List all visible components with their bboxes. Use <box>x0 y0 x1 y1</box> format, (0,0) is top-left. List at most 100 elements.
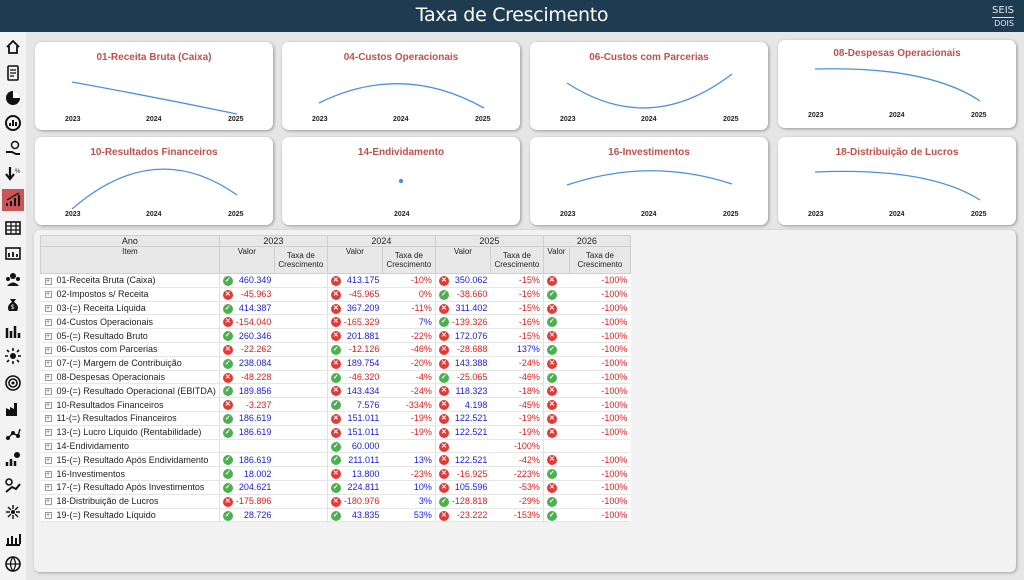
expand-row-icon[interactable]: + <box>44 484 52 492</box>
sidebar-item-network-chart[interactable] <box>2 423 24 445</box>
sidebar-item-home[interactable] <box>2 36 24 58</box>
value-text: 186.619 <box>238 413 272 424</box>
table-row[interactable]: +04-Custos Operacionais ✕ -154.040 ✕ -165.32… <box>40 314 631 330</box>
expand-row-icon[interactable]: + <box>44 277 52 285</box>
year-label: 2023 <box>808 112 824 119</box>
sparkline-card[interactable]: 18-Distribuição de Lucros 2023 2024 2025 <box>778 137 1016 225</box>
year-label: 2024 <box>146 116 162 123</box>
table-row[interactable]: +18-Distribuição de Lucros ✕ -175.896 ✕ -180… <box>40 494 631 509</box>
sidebar-item-factory[interactable] <box>2 398 24 420</box>
value-cell: ✕ 105.596 <box>434 480 491 495</box>
table-row[interactable]: +15-(=) Resultado Após Endividamento ✓ 186… <box>40 452 631 468</box>
value-cell: ✓ -46.320 <box>326 370 383 385</box>
table-row[interactable]: +07-(=) Margem de Contribuição ✓ 238.084 ✕ 1… <box>40 356 631 371</box>
growth-rate-cell: -23% <box>382 466 436 481</box>
expand-row-icon[interactable]: + <box>44 305 52 313</box>
growth-rate-cell: -100% <box>569 411 631 426</box>
table-row[interactable]: +13-(=) Lucro Líquido (Rentabilidade) ✓ 18… <box>40 425 631 440</box>
table-row[interactable]: +02-Impostos s/ Receita ✕ -45.963 ✕ -45.965 0… <box>40 287 631 302</box>
sidebar-item-hand-money[interactable] <box>2 138 24 160</box>
sparkline-chart <box>71 81 238 115</box>
sidebar-item-investment[interactable] <box>2 448 24 470</box>
expand-row-icon[interactable]: + <box>44 374 52 382</box>
expand-row-icon[interactable]: + <box>44 291 52 299</box>
expand-row-icon[interactable]: + <box>44 332 52 340</box>
row-item-label: 11-(=) Resultados Financeiros <box>56 413 177 424</box>
sparkline-card[interactable]: 08-Despesas Operacionais 2023 2024 2025 <box>778 40 1016 128</box>
table-row[interactable]: +10-Resultados Financeiros ✕ -3.237 ✓ 7.576-… <box>40 397 631 412</box>
sidebar-item-percent-trend[interactable] <box>2 475 24 497</box>
table-row[interactable]: +19-(=) Resultado Líquido ✓ 28.726 ✓ 43.835 5… <box>40 508 631 523</box>
check-status-icon: ✓ <box>438 372 449 383</box>
sidebar-item-sparkle[interactable] <box>2 501 24 523</box>
header-valor: Valor <box>218 246 275 274</box>
expand-row-icon[interactable]: + <box>44 429 52 437</box>
year-2023-header[interactable]: 2023 <box>218 235 328 247</box>
table-row[interactable]: +03-(=) Receita Líquida ✓ 414.387 ✕ 367.209-… <box>40 301 631 316</box>
row-item-label: 01-Receita Bruta (Caixa) <box>56 275 156 286</box>
expand-row-icon[interactable]: + <box>44 401 52 409</box>
cross-status-icon: ✕ <box>222 400 233 411</box>
sidebar-item-bank-chart[interactable] <box>2 527 24 549</box>
growth-rate-cell: 7% <box>382 314 436 330</box>
expand-row-icon[interactable]: + <box>44 415 52 423</box>
expand-row-icon[interactable]: + <box>44 443 52 451</box>
sidebar-item-arrow-down-percent[interactable]: % <box>2 163 24 185</box>
value-cell: ✓ 7.576 <box>326 397 383 412</box>
sparkline-card[interactable]: 14-Endividamento 2024 <box>282 137 520 225</box>
expand-row-icon[interactable]: + <box>44 318 52 326</box>
sparkline-card[interactable]: 01-Receita Bruta (Caixa) 2023 2024 2025 <box>35 42 273 130</box>
value-cell: ✓ 60.000 <box>326 439 383 454</box>
sidebar-item-money-bag[interactable]: $ <box>2 294 24 316</box>
sidebar-item-globe[interactable] <box>2 553 24 575</box>
expand-row-icon[interactable]: + <box>44 346 52 354</box>
check-status-icon: ✓ <box>546 289 557 300</box>
header-taxa: Taxa de Crescimento <box>568 246 631 274</box>
sidebar-item-bar-chart[interactable] <box>2 320 24 342</box>
table-row[interactable]: +06-Custos com Parcerias ✕ -22.262 ✓ -12.126… <box>40 342 631 357</box>
value-text: -46.320 <box>348 371 380 382</box>
value-text: 60.000 <box>351 440 380 451</box>
sparkline-card[interactable]: 04-Custos Operacionais 2023 2024 2025 <box>282 42 520 130</box>
expand-row-icon[interactable]: + <box>44 456 52 464</box>
row-item: +05-(=) Resultado Bruto <box>40 328 220 343</box>
table-row[interactable]: +16-Investimentos ✓ 18.002 ✕ 13.800 -23% ✕ -16.… <box>40 466 631 481</box>
growth-rate-cell <box>274 370 328 385</box>
sparkline-card[interactable]: 16-Investimentos 2023 2024 2025 <box>530 137 768 225</box>
expand-row-icon[interactable]: + <box>44 360 52 368</box>
sidebar-item-people-group[interactable] <box>2 268 24 290</box>
expand-row-icon[interactable]: + <box>44 512 52 520</box>
expand-row-icon[interactable]: + <box>44 387 52 395</box>
value-cell: ✕ 151.011 <box>326 425 383 440</box>
table-row[interactable]: +01-Receita Bruta (Caixa) ✓ 460.349 ✕ 413.17… <box>40 273 631 288</box>
growth-rate-cell: -45% <box>490 397 544 412</box>
page-title: Taxa de Crescimento <box>415 4 609 26</box>
year-2026-header[interactable]: 2026 <box>542 235 631 247</box>
sparkline-card[interactable]: 06-Custos com Parcerias 2023 2024 2025 <box>530 42 768 130</box>
sparkline-card[interactable]: 10-Resultados Financeiros 2023 2024 2025 <box>35 137 273 225</box>
growth-rate-cell: -53% <box>490 480 544 495</box>
sidebar-item-pie-chart[interactable] <box>2 87 24 109</box>
sidebar-item-dashboard-gauge[interactable] <box>2 112 24 134</box>
expand-row-icon[interactable]: + <box>44 498 52 506</box>
sidebar-item-target[interactable] <box>2 372 24 394</box>
sidebar-item-table[interactable] <box>2 217 24 239</box>
year-2025-header[interactable]: 2025 <box>434 235 544 247</box>
sidebar-item-growth-chart[interactable] <box>2 189 24 211</box>
table-row[interactable]: +17-(=) Resultado Após Investimentos ✓ 204… <box>40 480 631 495</box>
value-text: -22.262 <box>240 344 272 355</box>
growth-rate-cell: -46% <box>490 370 544 385</box>
expand-row-icon[interactable]: + <box>44 470 52 478</box>
table-row[interactable]: +14-Endividamento ✓ 60.000 ✕ -100% <box>40 439 631 454</box>
year-2024-header[interactable]: 2024 <box>326 235 436 247</box>
investment-icon <box>5 452 20 466</box>
sidebar-item-calendar[interactable] <box>2 242 24 264</box>
sparkline-line <box>566 170 733 186</box>
sidebar-item-gear-sun[interactable] <box>2 345 24 367</box>
table-row[interactable]: +05-(=) Resultado Bruto ✓ 260.346 ✕ 201.881-… <box>40 328 631 343</box>
table-row[interactable]: +11-(=) Resultados Financeiros ✓ 186.619 ✕ 1… <box>40 411 631 426</box>
table-row[interactable]: +09-(=) Resultado Operacional (EBITDA) ✓ 1… <box>40 383 631 399</box>
table-row[interactable]: +08-Despesas Operacionais ✕ -48.228 ✓ -46.32… <box>40 370 631 385</box>
sidebar-item-document[interactable] <box>2 62 24 84</box>
